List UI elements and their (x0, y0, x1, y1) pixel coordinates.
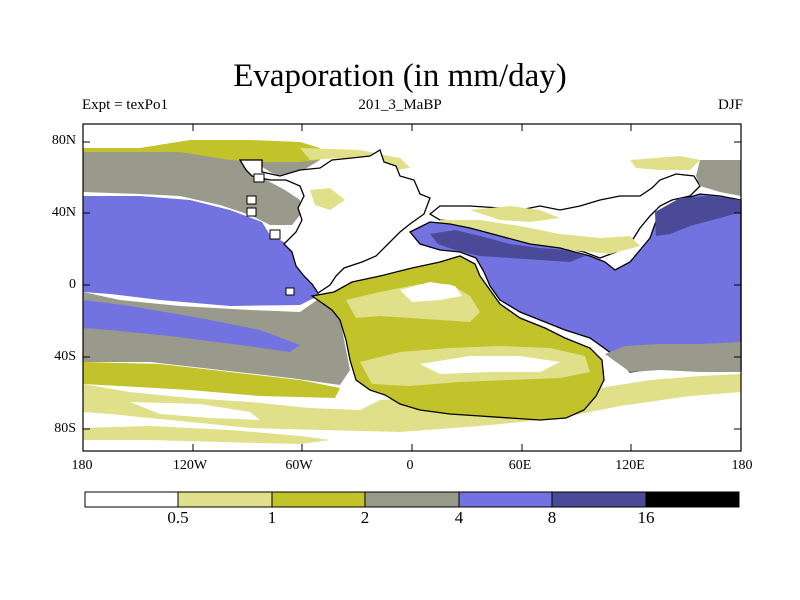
colorbar-bin-1 (178, 492, 272, 507)
eurasia-pale-band (440, 220, 640, 254)
northwest-pacific-grey (696, 160, 741, 196)
lat-label-80n: 80N (51, 133, 76, 148)
tethys-dark-blue-core (430, 230, 585, 262)
antarctic-pale-strip (83, 426, 330, 444)
colorbar-bin-0 (85, 492, 178, 507)
lon-label-180w: 180 (71, 458, 93, 473)
lon-label-120w: 120W (172, 458, 208, 473)
lat-label-80s: 80S (54, 421, 76, 436)
colorbar-label-4: 8 (547, 508, 557, 527)
colorbar-label-3: 4 (454, 508, 464, 527)
colorbar-bin-6 (646, 492, 739, 507)
experiment-label: Expt = texPo1 (82, 97, 168, 113)
colorbar-bin-4 (459, 492, 552, 507)
indian-ocean-grey-band (605, 342, 741, 372)
lon-label-0: 0 (406, 458, 414, 473)
colorbar-label-0: 0.5 (167, 508, 189, 527)
southern-continent-white-core (400, 282, 462, 302)
lon-label-120e: 120E (615, 458, 645, 473)
island-5 (253, 173, 265, 183)
north-america-landmass (238, 149, 431, 294)
island-1 (246, 195, 257, 205)
colorbar-label-1: 1 (267, 508, 277, 527)
lat-label-40n: 40N (51, 205, 76, 220)
south-pacific-blue-tongue (83, 300, 300, 352)
map-title: Evaporation (in mm/day) (233, 58, 567, 94)
arctic-yellow-fringe (83, 140, 320, 162)
southern-ocean-olive-band (83, 362, 340, 398)
island-3 (285, 287, 295, 296)
season-label: DJF (717, 97, 743, 113)
lon-label-180e: 180 (731, 458, 753, 473)
lat-label-40s: 40S (54, 349, 76, 364)
eurasia-north-pale (470, 206, 560, 222)
north-pole-pale-patch (630, 156, 700, 170)
pacific-blue-region (83, 196, 320, 306)
colorbar (84, 491, 740, 508)
colorbar-frame (84, 491, 740, 508)
island-4 (269, 229, 281, 240)
lon-label-60e: 60E (508, 458, 532, 473)
lon-label-60w: 60W (285, 458, 313, 473)
southern-continent-white-south (420, 356, 560, 374)
colorbar-bin-2 (272, 492, 365, 507)
colorbar-bin-5 (552, 492, 646, 507)
colorbar-label-5: 16 (637, 508, 655, 527)
axis-ticks (82, 124, 742, 451)
lat-label-0: 0 (69, 277, 76, 292)
east-asia-dark-blue (655, 196, 741, 236)
island-2 (246, 207, 257, 217)
map-plot-area (82, 123, 742, 452)
time-label: 201_3_MaBP (358, 97, 442, 113)
colorbar-label-2: 2 (360, 508, 370, 527)
antarctic-white-shelf (130, 402, 260, 420)
colorbar-bin-3 (365, 492, 459, 507)
north-america-inner-yellow (310, 188, 345, 210)
